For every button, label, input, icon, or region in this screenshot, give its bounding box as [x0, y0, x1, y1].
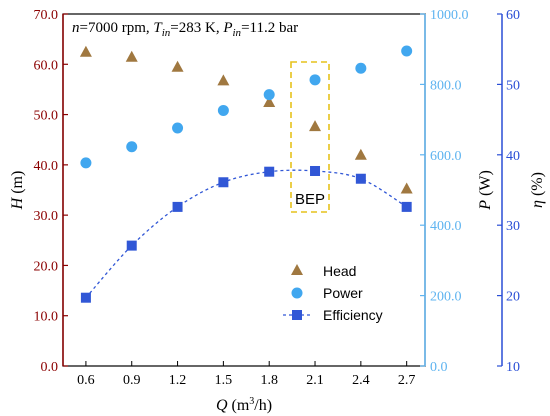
power-axis-ticks: 0.0 200.0 400.0 600.0 800.0 1000.0: [420, 8, 469, 375]
efficiency-axis-ticks: 10 20 30 40 50 60: [497, 8, 520, 375]
left-axis-unit: (m): [9, 171, 26, 198]
x-tick-label: 2.1: [306, 373, 324, 388]
head-point: [171, 60, 184, 72]
left-axis-var: H: [9, 196, 26, 210]
x-tick-label: 2.7: [398, 373, 416, 388]
power-point: [309, 74, 321, 86]
x-tick-label: 0.9: [123, 373, 141, 388]
power-tick-label: 400.0: [430, 219, 462, 234]
power-tick-label: 1000.0: [430, 8, 469, 23]
cond-p-sub: in: [233, 27, 242, 39]
head-point: [79, 45, 92, 57]
operating-condition: n=7000 rpm, Tin=283 K, Pin=11.2 bar: [72, 20, 298, 39]
efficiency-tick-label: 30: [506, 219, 520, 234]
efficiency-point: [126, 240, 137, 251]
power-point: [263, 89, 275, 101]
power-point: [217, 104, 229, 116]
x-axis-end: /h): [254, 397, 272, 414]
legend-head-marker: [291, 264, 303, 275]
x-tick-label: 1.5: [215, 373, 233, 388]
efficiency-point: [172, 201, 183, 212]
power-tick-label: 800.0: [430, 78, 462, 93]
bep-box: [290, 61, 330, 213]
power-axis-var: P: [477, 200, 494, 211]
efficiency-point: [80, 292, 91, 303]
legend-efficiency-label: Efficiency: [323, 307, 383, 323]
efficiency-tick-label: 60: [506, 8, 520, 23]
cond-t-val: =283 K,: [170, 20, 223, 36]
left-y-axis-ticks: 0.0 10.0 20.0 30.0 40.0 50.0 60.0 70.0: [34, 8, 68, 375]
left-tick-label: 30.0: [34, 209, 59, 224]
efficiency-tick-label: 40: [506, 149, 520, 164]
x-axis-unit: (m: [228, 397, 250, 414]
cond-t: T: [153, 20, 163, 36]
left-axis-title: H (m): [9, 171, 26, 211]
bep-label: BEP: [295, 191, 325, 208]
cond-t-sub: in: [162, 27, 171, 39]
legend-head-label: Head: [323, 263, 356, 279]
power-tick-label: 600.0: [430, 149, 462, 164]
series-layer: [79, 45, 413, 303]
head-point: [354, 148, 367, 160]
cond-n-val: =7000 rpm,: [80, 20, 154, 36]
legend: Head Power Efficiency: [283, 263, 383, 323]
cond-n: n: [72, 20, 80, 36]
efficiency-tick-label: 50: [506, 78, 520, 93]
efficiency-fit-line: [85, 169, 408, 299]
power-point: [126, 141, 138, 153]
left-tick-label: 60.0: [34, 58, 59, 73]
head-point: [309, 120, 322, 132]
left-tick-label: 0.0: [41, 360, 59, 375]
head-point: [125, 50, 138, 62]
efficiency-tick-label: 20: [506, 290, 520, 305]
power-point: [355, 62, 367, 74]
power-point: [401, 45, 413, 57]
head-point: [263, 96, 276, 107]
efficiency-axis-unit: (%): [529, 172, 546, 200]
x-tick-label: 1.2: [169, 373, 187, 388]
efficiency-point: [218, 177, 229, 188]
x-axis-sup: 3: [249, 396, 254, 407]
legend-power-marker: [291, 287, 303, 299]
x-axis-ticks: 0.6 0.9 1.2 1.5 1.8 2.1 2.4 2.7: [77, 361, 415, 388]
left-tick-label: 20.0: [34, 259, 59, 274]
power-axis-unit: (W): [477, 170, 494, 200]
x-axis-title: Q (m3/h): [216, 396, 272, 414]
power-tick-label: 0.0: [430, 360, 448, 375]
x-tick-label: 1.8: [260, 373, 278, 388]
efficiency-axis-title: η (%): [529, 172, 546, 208]
power-point: [80, 157, 92, 169]
efficiency-point: [264, 166, 275, 177]
left-tick-label: 50.0: [34, 109, 59, 124]
efficiency-point: [355, 173, 366, 184]
x-tick-label: 2.4: [352, 373, 370, 388]
head-point: [217, 74, 230, 86]
legend-power-label: Power: [323, 285, 363, 301]
power-axis-title: P (W): [477, 170, 494, 211]
left-tick-label: 70.0: [34, 8, 59, 23]
cond-p: P: [222, 20, 232, 36]
x-tick-label: 0.6: [77, 373, 95, 388]
left-tick-label: 40.0: [34, 159, 59, 174]
efficiency-point: [310, 165, 321, 176]
head-point: [400, 182, 413, 194]
cond-p-val: =11.2 bar: [241, 20, 298, 36]
efficiency-tick-label: 10: [506, 360, 520, 375]
efficiency-axis-var: η: [529, 200, 546, 208]
power-point: [172, 122, 184, 134]
efficiency-point: [401, 201, 412, 212]
x-axis-var: Q: [216, 397, 228, 414]
left-tick-label: 10.0: [34, 310, 59, 325]
legend-efficiency-marker: [292, 310, 302, 320]
power-tick-label: 200.0: [430, 290, 462, 305]
